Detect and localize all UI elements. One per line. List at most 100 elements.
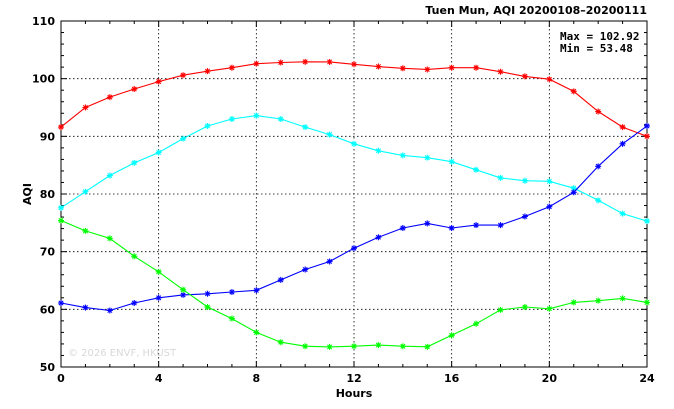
data-point-marker — [277, 116, 284, 123]
data-point-marker — [228, 116, 235, 123]
data-point-marker — [180, 135, 187, 142]
data-point-marker — [302, 266, 309, 273]
data-point-marker — [521, 73, 528, 80]
data-point-marker — [644, 218, 650, 225]
data-point-marker — [253, 287, 260, 294]
data-point-marker — [497, 68, 504, 75]
data-point-marker — [473, 166, 480, 173]
data-point-marker — [644, 299, 650, 306]
data-point-marker — [497, 306, 504, 313]
data-point-marker — [424, 66, 431, 73]
data-point-marker — [302, 58, 309, 65]
data-point-marker — [521, 304, 528, 311]
data-point-marker — [473, 64, 480, 71]
y-tick-label: 110 — [32, 15, 55, 28]
x-tick-label: 4 — [155, 372, 163, 385]
x-tick-label: 0 — [57, 372, 65, 385]
data-point-marker — [448, 158, 455, 165]
data-point-marker — [204, 68, 211, 75]
data-point-marker — [106, 235, 113, 242]
data-point-marker — [277, 339, 284, 346]
data-point-marker — [58, 217, 64, 224]
data-point-marker — [302, 343, 309, 350]
data-point-marker — [180, 72, 187, 79]
data-point-marker — [351, 343, 357, 350]
series-0 — [58, 58, 650, 140]
y-tick-label: 70 — [40, 246, 56, 259]
series-2 — [58, 122, 650, 314]
data-point-marker — [155, 294, 162, 301]
data-point-marker — [595, 108, 602, 115]
data-point-marker — [228, 315, 235, 322]
min-annotation: Min = 53.48 — [560, 42, 633, 55]
data-point-marker — [644, 133, 650, 140]
data-point-marker — [619, 295, 626, 302]
data-point-marker — [351, 245, 357, 252]
data-point-marker — [228, 64, 235, 71]
data-point-marker — [497, 222, 504, 229]
y-tick-label: 50 — [40, 361, 56, 374]
data-point-marker — [58, 299, 64, 306]
data-point-marker — [448, 332, 455, 339]
data-point-marker — [595, 163, 602, 170]
data-point-marker — [424, 220, 431, 227]
data-point-marker — [82, 304, 89, 311]
data-point-marker — [521, 213, 528, 220]
axis-ticks: 0 4 8 12 16 20 24 50 60 70 80 90 100 110 — [32, 15, 655, 385]
y-axis-label: AQI — [21, 183, 34, 205]
series-3 — [58, 217, 650, 350]
data-point-marker — [399, 65, 406, 72]
data-point-marker — [277, 59, 284, 66]
data-point-marker — [204, 304, 211, 311]
data-point-marker — [399, 343, 406, 350]
y-tick-label: 100 — [32, 73, 55, 86]
data-point-marker — [424, 343, 431, 350]
data-point-marker — [204, 122, 211, 129]
data-point-marker — [131, 86, 138, 93]
data-point-marker — [546, 178, 553, 185]
series-1 — [58, 112, 650, 225]
data-point-marker — [570, 299, 577, 306]
data-point-marker — [497, 174, 504, 181]
data-point-marker — [595, 297, 602, 304]
chart-title: Tuen Mun, AQI 20200108–20200111 — [425, 4, 647, 17]
data-point-marker — [180, 291, 187, 298]
data-point-marker — [375, 147, 382, 154]
data-point-marker — [570, 88, 577, 95]
data-point-marker — [155, 149, 162, 156]
data-point-marker — [399, 152, 406, 159]
series-group — [58, 58, 650, 350]
data-point-marker — [351, 140, 357, 147]
x-tick-label: 16 — [444, 372, 460, 385]
data-point-marker — [277, 276, 284, 283]
data-point-marker — [326, 131, 333, 138]
data-point-marker — [106, 94, 113, 101]
data-point-marker — [546, 305, 553, 312]
data-point-marker — [253, 112, 260, 119]
data-point-marker — [302, 124, 309, 131]
watermark: © 2026 ENVF, HKUST — [68, 348, 177, 359]
data-point-marker — [570, 189, 577, 196]
data-point-marker — [82, 104, 89, 111]
data-point-marker — [351, 61, 357, 68]
data-point-marker — [155, 78, 162, 85]
data-point-marker — [375, 63, 382, 70]
data-point-marker — [399, 225, 406, 232]
data-point-marker — [155, 268, 162, 275]
data-point-marker — [619, 124, 626, 131]
y-tick-label: 60 — [40, 303, 56, 316]
y-tick-label: 90 — [40, 130, 56, 143]
x-tick-label: 12 — [346, 372, 361, 385]
data-point-marker — [619, 210, 626, 217]
data-point-marker — [424, 154, 431, 161]
data-point-marker — [619, 140, 626, 147]
data-point-marker — [375, 234, 382, 241]
data-point-marker — [448, 225, 455, 232]
x-tick-label: 24 — [639, 372, 655, 385]
x-tick-label: 8 — [253, 372, 261, 385]
data-point-marker — [375, 342, 382, 349]
data-point-marker — [644, 122, 650, 129]
max-annotation: Max = 102.92 — [560, 30, 639, 43]
